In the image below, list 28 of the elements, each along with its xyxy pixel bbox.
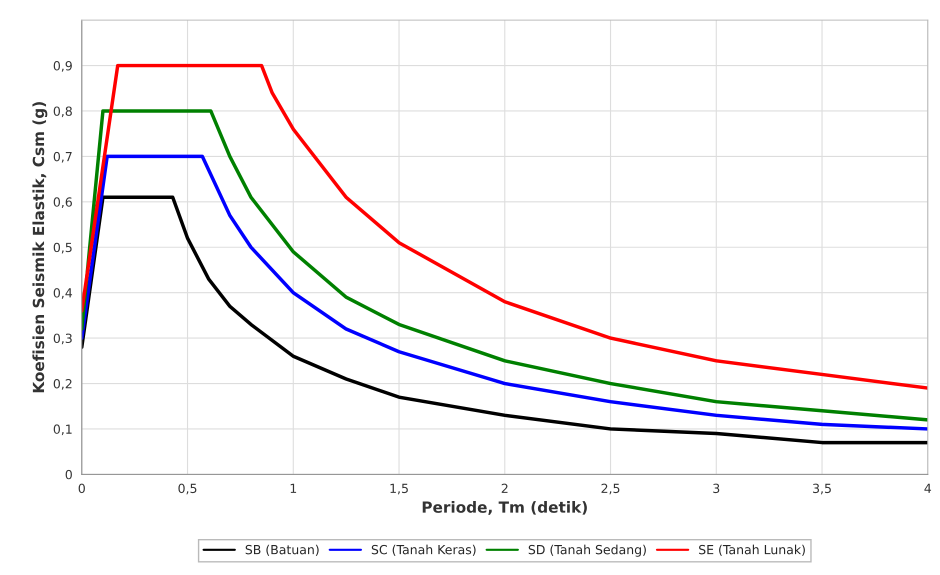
x-tick-label: 1,5	[390, 484, 408, 494]
x-tick-label: 3,5	[813, 484, 831, 494]
y-axis-title: Koefisien Seismik Elastik, Csm (g)	[32, 102, 48, 392]
x-tick-label: 0	[78, 484, 85, 494]
line-series	[82, 64, 928, 390]
line-series	[82, 154, 928, 431]
y-tick-label: 0,6	[54, 197, 72, 208]
y-tick-label: 0,3	[54, 334, 72, 344]
y-tick-label: 0,9	[54, 61, 72, 72]
y-tick-label: 0,8	[54, 106, 72, 118]
x-tick-label: 2,5	[602, 484, 620, 494]
y-tick-label: 0	[66, 470, 72, 480]
x-tick-label: 2	[502, 484, 508, 493]
legend-label: SE (Tanah Lunak)	[699, 544, 805, 556]
x-axis-title: Periode, Tm (detik)	[422, 501, 587, 515]
y-tick-label: 0,1	[54, 424, 72, 436]
x-tick-label: 3	[713, 484, 720, 494]
x-tick-label: 0,5	[178, 484, 196, 494]
x-tick-label: 4	[924, 484, 932, 493]
legend-label: SD (Tanah Sedang)	[528, 544, 646, 557]
line-series	[82, 109, 928, 422]
y-tick-label: 0,5	[54, 242, 72, 254]
x-tick-label: 1	[290, 484, 296, 493]
y-tick-label: 0,7	[54, 152, 72, 163]
legend-label: SB (Batuan)	[246, 544, 319, 556]
legend-label: SC (Tanah Keras)	[372, 544, 476, 556]
y-tick-label: 0,4	[54, 288, 72, 299]
y-tick-label: 0,2	[54, 378, 72, 390]
